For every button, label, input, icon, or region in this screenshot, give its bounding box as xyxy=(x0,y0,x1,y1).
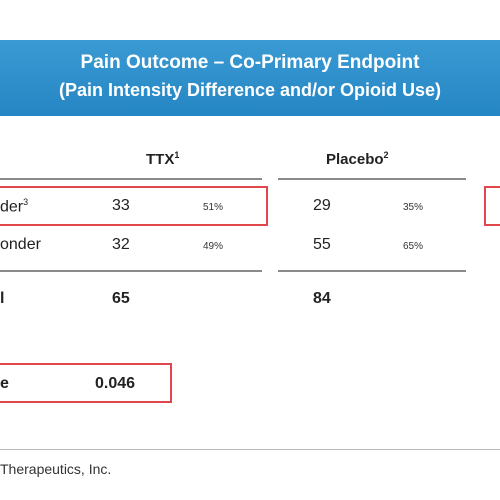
highlight-box-placebo-row1 xyxy=(484,186,500,226)
total-rule-ttx xyxy=(0,270,262,272)
placebo-total: 84 xyxy=(313,290,331,307)
total-rule-placebo xyxy=(278,270,466,272)
title-banner: Pain Outcome – Co-Primary Endpoint (Pain… xyxy=(0,40,500,116)
pvalue-label: e xyxy=(0,375,9,392)
column-header-ttx: TTX1 xyxy=(146,150,180,168)
placebo-percent-row2: 65% xyxy=(403,241,424,252)
placebo-count-row2: 55 xyxy=(313,236,331,253)
row-label-2: onder xyxy=(0,236,41,253)
ttx-total: 65 xyxy=(112,290,130,307)
ttx-count-row2: 32 xyxy=(112,236,130,253)
highlight-box-pvalue xyxy=(0,363,172,403)
total-label: l xyxy=(0,290,5,307)
banner-subtitle: (Pain Intensity Difference and/or Opioid… xyxy=(58,80,442,100)
footer-divider xyxy=(0,449,500,450)
column-header-placebo: Placebo2 xyxy=(326,150,389,168)
ttx-percent-row1: 51% xyxy=(203,202,224,213)
header-rule-ttx xyxy=(0,178,262,180)
header-rule-placebo xyxy=(278,178,466,180)
placebo-count-row1: 29 xyxy=(313,197,331,214)
highlight-box-ttx-row1 xyxy=(0,186,268,226)
placebo-percent-row1: 35% xyxy=(403,202,424,213)
footer-company: Therapeutics, Inc. xyxy=(0,461,112,477)
ttx-count-row1: 33 xyxy=(112,197,130,214)
pvalue: 0.046 xyxy=(95,375,136,392)
banner-title: Pain Outcome – Co-Primary Endpoint xyxy=(80,52,420,73)
row-label-1: der3 xyxy=(0,197,29,216)
ttx-percent-row2: 49% xyxy=(203,241,224,252)
